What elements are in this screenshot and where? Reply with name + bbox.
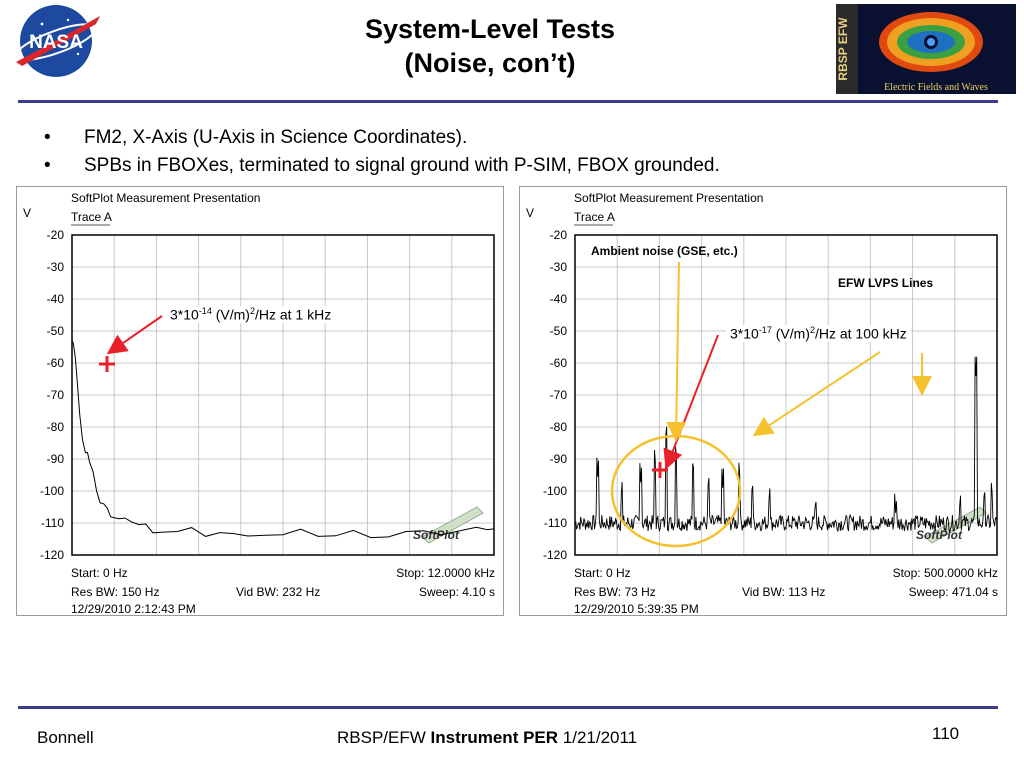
y-tick-label: -30 [550,260,568,274]
left-spectrum-panel: SoftPlot Measurement Presentation Trace A… [16,186,504,616]
rbsp-efw-logo: RBSP EFW Electric Fields and Waves [836,4,1016,94]
ambient-noise-label: Ambient noise (GSE, etc.) [591,244,738,258]
svg-text:RBSP EFW: RBSP EFW [836,17,850,81]
right-spectrum-panel: SoftPlot Measurement Presentation Trace A… [519,186,1007,616]
chart-title: SoftPlot Measurement Presentation [71,191,260,205]
info-timestamp: 12/29/2010 2:12:43 PM [71,602,196,615]
page-number: 110 [932,724,960,743]
y-tick-label: -90 [550,452,568,466]
y-tick-label: -20 [550,228,568,242]
info-res-bw: Res BW: 73 Hz [574,585,656,599]
info-start: Start: 0 Hz [71,566,128,580]
y-unit-label: V [23,206,31,220]
trace-line [71,340,495,539]
bullet-item: SPBs in FBOXes, terminated to signal gro… [44,152,720,180]
page-title: System-Level Tests (Noise, con’t) [250,12,730,80]
y-tick-label: -110 [41,516,64,530]
title-line-1: System-Level Tests [364,14,616,44]
info-stop: Stop: 12.0000 kHz [396,566,495,580]
y-tick-label: -30 [47,260,65,274]
nasa-logo: NASA [15,5,100,77]
lvps-lines-label: EFW LVPS Lines [838,276,934,290]
svg-text:SoftPlot: SoftPlot [413,528,460,542]
y-tick-label: -80 [550,420,568,434]
footer-center: RBSP/EFW Instrument PER 1/21/2011 [337,728,638,747]
y-tick-label: -110 [544,516,567,530]
info-res-bw: Res BW: 150 Hz [71,585,159,599]
chart-title: SoftPlot Measurement Presentation [574,191,763,205]
y-tick-label: -70 [550,388,568,402]
left-noise-annotation: 3*10-14 (V/m)2/Hz at 1 kHz [170,306,332,323]
y-tick-label: -70 [47,388,65,402]
svg-text:Electric Fields and Waves: Electric Fields and Waves [884,82,988,93]
right-noise-annotation: 3*10-17 (V/m)2/Hz at 100 kHz [726,325,911,342]
y-tick-label: -90 [47,452,65,466]
y-tick-label: -120 [543,548,567,562]
footer-rule [18,706,998,709]
plot-frame [574,234,998,556]
info-sweep: Sweep: 471.04 s [909,585,998,599]
softplot-watermark: SoftPlot [413,506,484,544]
svg-text:NASA: NASA [29,32,83,53]
left-spectrum-chart: SoftPlot Measurement Presentation Trace A… [23,191,495,615]
header-rule [18,100,998,103]
bullet-list: FM2, X-Axis (U-Axis in Science Coordinat… [44,124,720,180]
info-timestamp: 12/29/2010 5:39:35 PM [574,602,699,615]
y-tick-label: -80 [47,420,65,434]
chart-subtitle: Trace A [71,210,112,224]
right-spectrum-chart: SoftPlot Measurement Presentation Trace A… [526,191,998,615]
y-tick-label: -60 [47,356,65,370]
bullet-item: FM2, X-Axis (U-Axis in Science Coordinat… [44,124,720,152]
y-tick-label: -100 [543,484,567,498]
y-tick-label: -40 [550,292,568,306]
y-tick-label: -60 [550,356,568,370]
y-tick-label: -120 [40,548,64,562]
info-start: Start: 0 Hz [574,566,631,580]
info-vid-bw: Vid BW: 113 Hz [742,585,825,599]
y-tick-label: -100 [40,484,64,498]
y-tick-label: -50 [550,324,568,338]
y-tick-label: -50 [47,324,65,338]
y-tick-label: -40 [47,292,65,306]
y-unit-label: V [526,206,534,220]
info-sweep: Sweep: 4.10 s [419,585,495,599]
info-stop: Stop: 500.0000 kHz [893,566,998,580]
y-tick-label: -20 [47,228,65,242]
svg-text:SoftPlot: SoftPlot [916,528,963,542]
softplot-watermark: SoftPlot [916,506,987,544]
info-vid-bw: Vid BW: 232 Hz [236,585,320,599]
chart-subtitle: Trace A [574,210,615,224]
footer-author: Bonnell [37,728,94,747]
plot-frame [71,234,495,556]
title-line-2: (Noise, con’t) [404,48,576,78]
